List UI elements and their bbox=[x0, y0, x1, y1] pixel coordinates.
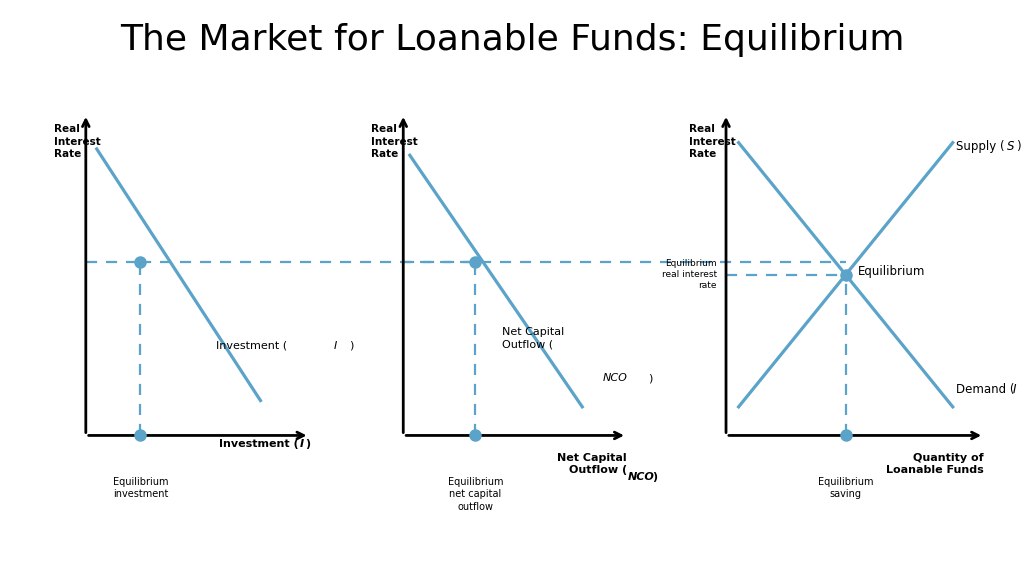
Text: Demand (: Demand ( bbox=[955, 383, 1015, 396]
Text: Equilibrium
investment: Equilibrium investment bbox=[113, 477, 168, 499]
Text: Supply (: Supply ( bbox=[955, 139, 1005, 153]
Text: +: + bbox=[1020, 383, 1024, 396]
Text: Investment (: Investment ( bbox=[216, 340, 288, 351]
Text: ): ) bbox=[652, 472, 657, 482]
Text: I: I bbox=[300, 439, 304, 449]
Text: Net Capital
Outflow (: Net Capital Outflow ( bbox=[502, 328, 564, 350]
Text: ): ) bbox=[305, 439, 310, 449]
Text: Real
Interest
Rate: Real Interest Rate bbox=[372, 124, 418, 159]
Text: Equilibrium
net capital
outflow: Equilibrium net capital outflow bbox=[447, 477, 503, 511]
Text: NCO: NCO bbox=[628, 472, 655, 482]
Text: NCO: NCO bbox=[603, 373, 628, 384]
Text: Real
Interest
Rate: Real Interest Rate bbox=[689, 124, 736, 159]
Text: Equilibrium
real interest
rate: Equilibrium real interest rate bbox=[662, 259, 717, 290]
Text: S: S bbox=[1007, 139, 1014, 153]
Text: I: I bbox=[1013, 383, 1016, 396]
Text: ): ) bbox=[648, 373, 652, 384]
Text: I: I bbox=[334, 340, 337, 351]
Text: Net Capital
Outflow (: Net Capital Outflow ( bbox=[557, 453, 627, 475]
Text: Equilibrium: Equilibrium bbox=[858, 265, 926, 278]
Text: Equilibrium
saving: Equilibrium saving bbox=[818, 477, 873, 499]
Text: Real
Interest
Rate: Real Interest Rate bbox=[54, 124, 100, 159]
Text: Investment (: Investment ( bbox=[219, 439, 299, 449]
Text: ): ) bbox=[349, 340, 353, 351]
Text: The Market for Loanable Funds: Equilibrium: The Market for Loanable Funds: Equilibri… bbox=[120, 23, 904, 57]
Text: ): ) bbox=[1016, 139, 1020, 153]
Text: Quantity of
Loanable Funds: Quantity of Loanable Funds bbox=[887, 453, 984, 475]
